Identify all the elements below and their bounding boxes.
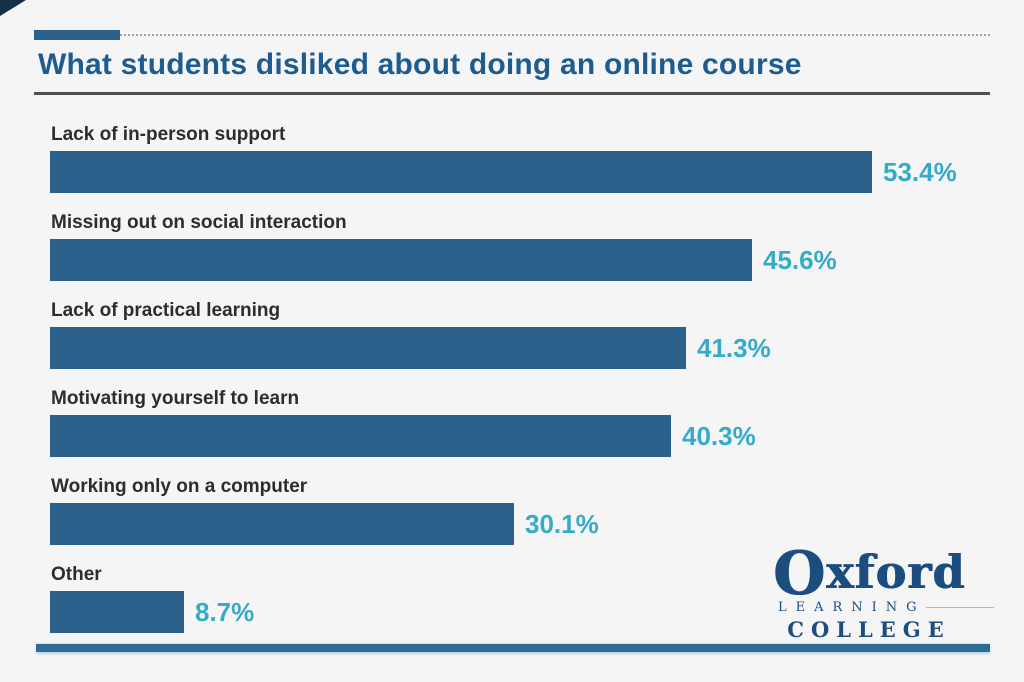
bar-value: 41.3% [697, 332, 771, 363]
bar [50, 503, 514, 545]
logo-word-rest: xford [825, 545, 966, 599]
page-title: What students disliked about doing an on… [38, 48, 802, 81]
bar-label: Working only on a computer [51, 476, 308, 497]
dotted-rule [120, 34, 990, 36]
bar-row: Working only on a computer 30.1% [50, 476, 990, 545]
logo-wordmark: Oxford [744, 544, 994, 604]
corner-triangle-decoration [0, 0, 26, 16]
accent-bar [34, 30, 120, 40]
logo-initial: O [772, 539, 826, 609]
bar [50, 415, 671, 457]
bar-line: 40.3% [50, 415, 990, 457]
bar-line: 8.7% [50, 591, 990, 633]
bar-value: 30.1% [525, 508, 599, 539]
bottom-rule [36, 644, 990, 652]
bar-row: Other 8.7% [50, 564, 990, 633]
bar-label: Motivating yourself to learn [51, 388, 300, 409]
bar-label: Lack of in-person support [51, 124, 286, 145]
bar-value: 45.6% [763, 244, 837, 275]
bar-chart: Lack of in-person support 53.4% Missing … [50, 124, 990, 652]
oxford-learning-college-logo: Oxford LEARNING COLLEGE [744, 544, 994, 642]
bar-line: 45.6% [50, 239, 990, 281]
bar [50, 239, 752, 281]
bar-label: Lack of practical learning [51, 300, 281, 321]
bar-line: 53.4% [50, 151, 990, 193]
bar-row: Lack of in-person support 53.4% [50, 124, 990, 193]
logo-learning-rule [925, 607, 994, 608]
bar-value: 8.7% [195, 596, 255, 627]
bar-label: Other [51, 564, 102, 585]
bar [50, 591, 184, 633]
logo-college-text: COLLEGE [787, 617, 951, 642]
bar-line: 30.1% [50, 503, 990, 545]
bar-value: 53.4% [883, 156, 957, 187]
bar [50, 151, 872, 193]
bar-label: Missing out on social interaction [51, 212, 347, 233]
header-accent-row [34, 30, 990, 40]
header: What students disliked about doing an on… [34, 30, 990, 95]
bar-line: 41.3% [50, 327, 990, 369]
bar [50, 327, 686, 369]
bar-row: Motivating yourself to learn 40.3% [50, 388, 990, 457]
logo-learning-text: LEARNING [778, 600, 926, 615]
logo-learning-row: LEARNING [744, 600, 994, 615]
bar-row: Missing out on social interaction 45.6% [50, 212, 990, 281]
title-underline [34, 92, 990, 95]
bar-value: 40.3% [682, 420, 756, 451]
bar-row: Lack of practical learning 41.3% [50, 300, 990, 369]
